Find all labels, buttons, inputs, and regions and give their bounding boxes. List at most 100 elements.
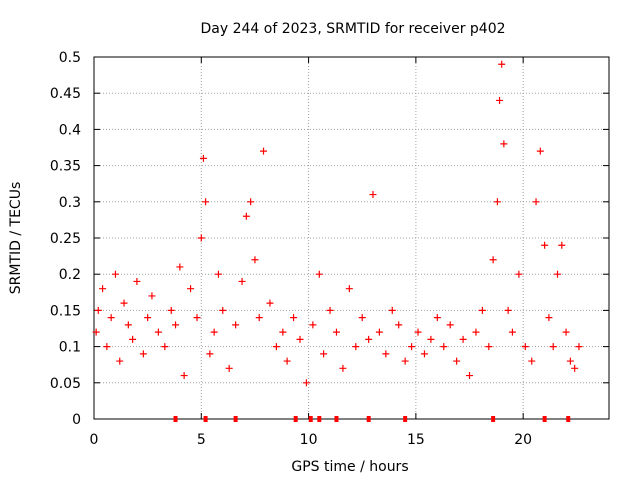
data-point bbox=[180, 372, 188, 380]
data-point bbox=[197, 234, 205, 242]
data-point bbox=[107, 314, 115, 322]
data-point bbox=[251, 256, 259, 264]
zero-marker bbox=[317, 416, 322, 422]
y-tick-label: 0.2 bbox=[59, 267, 81, 283]
data-point bbox=[478, 306, 486, 314]
y-tick-labels: 0 0.05 0.1 0.15 0.2 0.25 0.3 0.35 0.4 0.45 0.5 bbox=[50, 50, 81, 428]
data-point bbox=[375, 328, 383, 336]
data-point bbox=[199, 154, 207, 162]
y-tick-label: 0.5 bbox=[59, 50, 81, 66]
data-point bbox=[315, 270, 323, 278]
axis-ticks bbox=[93, 56, 609, 420]
data-point bbox=[575, 343, 583, 351]
data-point bbox=[206, 350, 214, 358]
data-point bbox=[446, 321, 454, 329]
data-point bbox=[272, 343, 280, 351]
data-point bbox=[309, 321, 317, 329]
data-point bbox=[219, 306, 227, 314]
data-point bbox=[365, 335, 373, 343]
data-point bbox=[489, 256, 497, 264]
data-points bbox=[92, 60, 583, 422]
data-point bbox=[302, 379, 310, 387]
data-point bbox=[528, 357, 536, 365]
data-point bbox=[358, 314, 366, 322]
data-point bbox=[545, 314, 553, 322]
data-point bbox=[129, 335, 137, 343]
data-point bbox=[395, 321, 403, 329]
zero-marker bbox=[403, 416, 408, 422]
data-point bbox=[148, 292, 156, 300]
x-axis-label: GPS time / hours bbox=[291, 459, 408, 475]
plot-frame bbox=[93, 56, 610, 420]
data-point bbox=[493, 198, 501, 206]
data-point bbox=[562, 328, 570, 336]
x-tick-label: 0 bbox=[90, 432, 99, 448]
data-point bbox=[485, 343, 493, 351]
data-point bbox=[172, 321, 180, 329]
data-point bbox=[296, 335, 304, 343]
data-point bbox=[290, 314, 298, 322]
data-point bbox=[111, 270, 119, 278]
data-point bbox=[133, 277, 141, 285]
data-point bbox=[232, 321, 240, 329]
data-point bbox=[433, 314, 441, 322]
data-point bbox=[247, 198, 255, 206]
data-point bbox=[283, 357, 291, 365]
data-point bbox=[144, 314, 152, 322]
data-point bbox=[124, 321, 132, 329]
data-point bbox=[339, 364, 347, 372]
data-point bbox=[472, 328, 480, 336]
data-point bbox=[94, 306, 102, 314]
data-point bbox=[176, 263, 184, 271]
data-point bbox=[103, 343, 111, 351]
data-point bbox=[202, 198, 210, 206]
data-point bbox=[388, 306, 396, 314]
x-tick-label: 15 bbox=[407, 432, 425, 448]
data-point bbox=[255, 314, 263, 322]
data-point bbox=[225, 364, 233, 372]
data-point bbox=[496, 96, 504, 104]
data-point bbox=[498, 60, 506, 68]
zero-marker bbox=[308, 416, 313, 422]
data-point bbox=[92, 328, 100, 336]
y-tick-label: 0.05 bbox=[50, 376, 81, 392]
data-point bbox=[266, 299, 274, 307]
y-tick-label: 0.45 bbox=[50, 86, 81, 102]
y-tick-label: 0.35 bbox=[50, 159, 81, 175]
data-point bbox=[408, 343, 416, 351]
data-point bbox=[508, 328, 516, 336]
y-tick-label: 0.3 bbox=[59, 195, 81, 211]
data-point bbox=[504, 306, 512, 314]
data-point bbox=[154, 328, 162, 336]
data-point bbox=[453, 357, 461, 365]
data-point bbox=[554, 270, 561, 278]
data-point bbox=[260, 147, 268, 155]
x-tick-label: 5 bbox=[197, 432, 206, 448]
x-tick-label: 20 bbox=[514, 432, 532, 448]
zero-marker bbox=[173, 416, 178, 422]
data-point bbox=[515, 270, 523, 278]
data-point bbox=[320, 350, 328, 358]
data-point bbox=[161, 343, 169, 351]
data-point bbox=[532, 198, 540, 206]
data-point bbox=[541, 241, 549, 249]
data-point bbox=[279, 328, 287, 336]
data-point bbox=[459, 335, 467, 343]
data-point bbox=[549, 343, 557, 351]
data-point bbox=[571, 364, 579, 372]
data-point bbox=[187, 285, 195, 293]
data-point bbox=[466, 372, 474, 380]
data-point bbox=[238, 277, 246, 285]
grid-lines bbox=[94, 57, 609, 419]
data-point bbox=[345, 285, 353, 293]
data-point bbox=[500, 140, 508, 148]
y-axis-label: SRMTID / TECUs bbox=[8, 182, 24, 295]
y-tick-label: 0 bbox=[72, 412, 81, 428]
zero-marker bbox=[566, 416, 571, 422]
data-point bbox=[120, 299, 128, 307]
zero-marker bbox=[334, 416, 339, 422]
data-point bbox=[332, 328, 340, 336]
data-point bbox=[401, 357, 409, 365]
data-point bbox=[536, 147, 544, 155]
